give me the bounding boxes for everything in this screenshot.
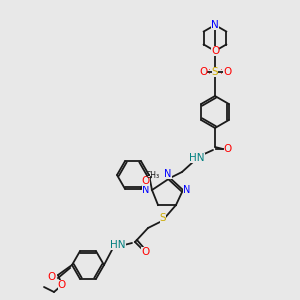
Text: O: O <box>211 46 219 56</box>
Text: O: O <box>199 67 207 77</box>
Text: CH₃: CH₃ <box>146 171 160 180</box>
Text: S: S <box>160 213 166 223</box>
Text: O: O <box>141 247 149 257</box>
Text: O: O <box>48 272 56 282</box>
Text: O: O <box>223 67 231 77</box>
Text: HN: HN <box>189 153 205 163</box>
Text: O: O <box>58 280 66 290</box>
Text: O: O <box>142 176 150 186</box>
Text: N: N <box>142 185 150 195</box>
Text: N: N <box>183 185 191 195</box>
Text: :: : <box>220 67 222 76</box>
Text: N: N <box>164 169 172 179</box>
Text: S: S <box>212 67 218 77</box>
Text: HN: HN <box>110 240 126 250</box>
Text: O: O <box>224 144 232 154</box>
Text: :: : <box>208 67 210 76</box>
Text: N: N <box>211 20 219 30</box>
